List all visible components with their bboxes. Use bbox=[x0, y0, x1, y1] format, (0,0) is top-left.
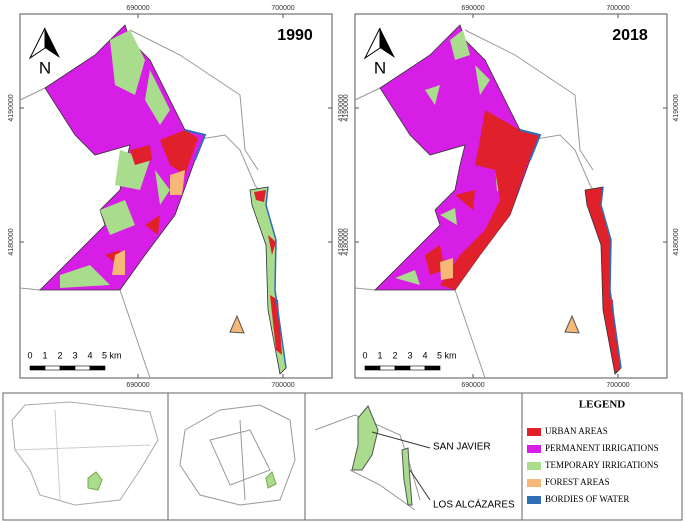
map-year: 2018 bbox=[612, 27, 648, 44]
place-label: LOS ALCÁZARES bbox=[433, 498, 515, 511]
north-label: N bbox=[39, 58, 51, 77]
legend-swatch bbox=[527, 462, 541, 470]
coastal-water bbox=[600, 186, 622, 369]
scale-label: 4 bbox=[422, 350, 427, 360]
urban-area bbox=[105, 130, 198, 265]
x-tick-label: 700000 bbox=[606, 382, 629, 389]
iberia-borders bbox=[14, 409, 151, 501]
coastal-water bbox=[265, 186, 287, 369]
scale-segment bbox=[424, 365, 441, 371]
temporary-irrigation bbox=[60, 30, 170, 288]
scale-label: 2 bbox=[392, 350, 397, 360]
x-tick-label: 690000 bbox=[461, 5, 484, 12]
forest-area bbox=[112, 170, 185, 275]
scale-segment bbox=[59, 365, 76, 371]
scale-label: 3 bbox=[407, 350, 412, 360]
scale-label: 3 bbox=[72, 350, 77, 360]
locator-municipality bbox=[351, 405, 379, 471]
scale-label: 2 bbox=[57, 350, 62, 360]
locator-outline bbox=[314, 414, 421, 511]
legend-label: BORDIES OF WATER bbox=[545, 494, 629, 504]
scale-label: 5 km bbox=[437, 350, 457, 360]
north-arrow bbox=[45, 28, 60, 58]
y-tick-label: 4180000 bbox=[338, 228, 345, 255]
scale-segment bbox=[394, 365, 411, 371]
y-tick-label: 4180000 bbox=[343, 228, 350, 255]
scale-segment bbox=[74, 365, 91, 371]
y-tick-label: 4180000 bbox=[673, 228, 680, 255]
y-tick-label: 4190000 bbox=[343, 94, 350, 121]
water-edge bbox=[184, 129, 207, 161]
region-highlight bbox=[265, 471, 277, 489]
locator-leaders bbox=[371, 431, 431, 501]
panel-legend bbox=[521, 392, 683, 521]
coastal-urban bbox=[589, 190, 617, 355]
x-tick-label: 700000 bbox=[606, 5, 629, 12]
locator-coast bbox=[401, 447, 413, 506]
scale-label: 5 km bbox=[102, 350, 122, 360]
x-tick-label: 690000 bbox=[461, 382, 484, 389]
legend-swatch bbox=[527, 479, 541, 487]
forest-area bbox=[440, 258, 453, 280]
water-edge bbox=[519, 129, 542, 161]
forest-triangle bbox=[564, 314, 580, 334]
legend-swatch bbox=[527, 428, 541, 436]
legend-label: PERMANENT IRRIGATIONS bbox=[545, 443, 659, 453]
legend-label: FOREST AREAS bbox=[545, 477, 610, 487]
scale-label: 0 bbox=[27, 350, 32, 360]
y-tick-label: 4190000 bbox=[8, 94, 15, 121]
north-arrow bbox=[380, 28, 395, 58]
iberia-highlight bbox=[87, 471, 103, 491]
y-tick-label: 4180000 bbox=[8, 228, 15, 255]
north-label: N bbox=[374, 58, 386, 77]
scale-segment bbox=[379, 365, 396, 371]
legend-label: URBAN AREAS bbox=[545, 426, 608, 436]
x-tick-label: 690000 bbox=[126, 382, 149, 389]
scale-label: 4 bbox=[87, 350, 92, 360]
boundary-lines bbox=[19, 29, 266, 379]
map-year: 1990 bbox=[277, 27, 313, 44]
scale-segment bbox=[29, 365, 46, 371]
urban-area bbox=[425, 110, 540, 290]
legend-title: LEGEND bbox=[579, 399, 626, 411]
legend-swatch bbox=[527, 445, 541, 453]
scale-label: 1 bbox=[377, 350, 382, 360]
scale-segment bbox=[409, 365, 426, 371]
boundary-lines bbox=[354, 29, 601, 379]
x-tick-label: 700000 bbox=[271, 382, 294, 389]
scale-label: 0 bbox=[362, 350, 367, 360]
place-label: SAN JAVIER bbox=[433, 442, 491, 453]
scale-segment bbox=[44, 365, 61, 371]
y-tick-label: 4190000 bbox=[338, 94, 345, 121]
x-tick-label: 700000 bbox=[271, 5, 294, 12]
legend-label: TEMPORARY IRRIGATIONS bbox=[545, 460, 658, 470]
map-panel: N 2018 690000 690000 700000 700000 4190000 4190… bbox=[343, 5, 680, 389]
scale-segment bbox=[364, 365, 381, 371]
coastal-urban bbox=[254, 190, 282, 355]
region-outline bbox=[179, 404, 296, 506]
y-tick-label: 4190000 bbox=[673, 94, 680, 121]
forest-triangle bbox=[229, 314, 245, 334]
map-panel: N 1990 690000 690000 700000 700000 4190000 4190… bbox=[8, 5, 345, 389]
scale-segment bbox=[89, 365, 106, 371]
scale-label: 1 bbox=[42, 350, 47, 360]
x-tick-label: 690000 bbox=[126, 5, 149, 12]
legend-swatch bbox=[527, 496, 541, 504]
